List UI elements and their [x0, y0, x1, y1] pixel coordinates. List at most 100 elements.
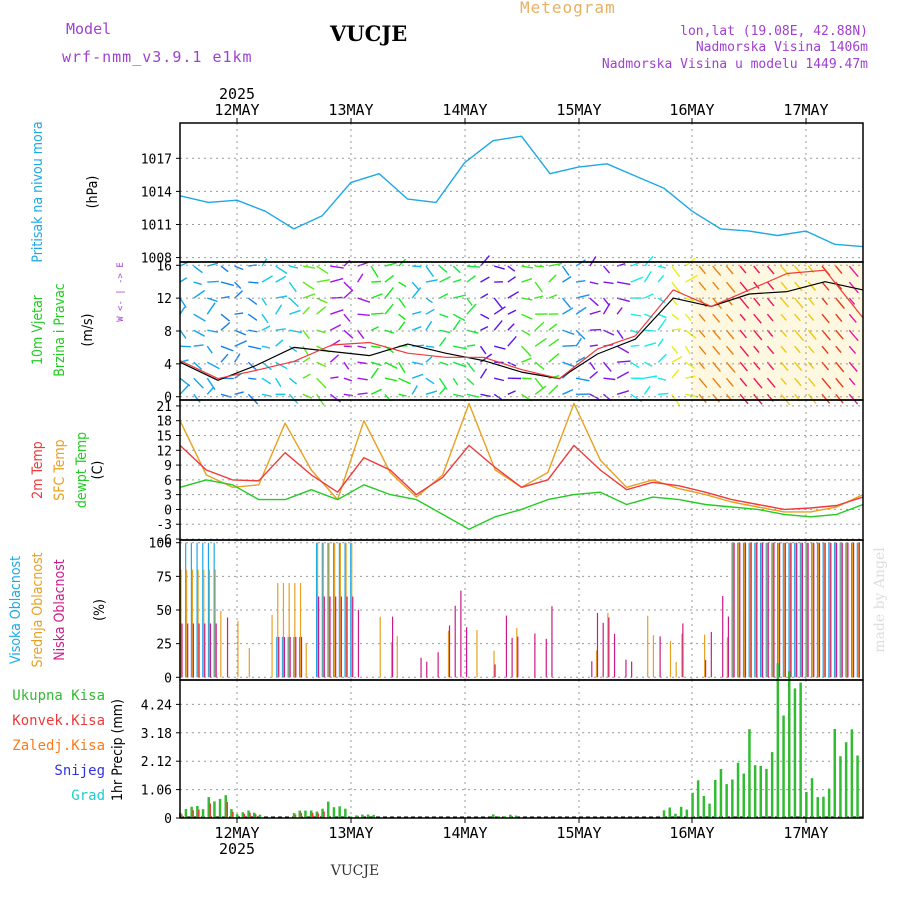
precip-bar [736, 762, 740, 818]
precip-conv-bar [181, 814, 183, 818]
wind-arrow [398, 393, 407, 397]
wind-ylabel-2: Brzina i Pravac [52, 283, 68, 377]
cloud-tick-label: 25 [156, 638, 172, 653]
wind-arrow [807, 377, 816, 387]
x-bottom-day-label: 16MAY [669, 824, 714, 842]
wind-arrow [330, 277, 344, 283]
wind-arrow [411, 373, 424, 379]
cloud-low-ylabel: Niska Oblacnost [52, 559, 68, 661]
wind-arrow [698, 377, 708, 389]
wind-arrow [302, 306, 310, 315]
wind-arrow [234, 290, 244, 299]
wind-arrow [357, 273, 364, 283]
wind-arrow [616, 345, 630, 354]
precip-bar [304, 810, 307, 818]
wind-arrow [193, 265, 203, 274]
temp-unit-label: (C) [90, 461, 106, 480]
wind-arrow [302, 356, 311, 363]
precip-ylabel-group: 1hr Precip (mm) [110, 699, 126, 801]
wind-arrow [452, 319, 461, 331]
wind-arrow [739, 393, 749, 405]
wind-arrow [616, 281, 631, 286]
wind-arrow [616, 307, 623, 315]
precip-conv-bar [311, 812, 314, 818]
wind-arrow [275, 265, 288, 275]
prec-tick-label: 1.06 [141, 784, 172, 799]
wind-arrow [220, 281, 234, 287]
precip-bar [748, 729, 751, 818]
precip-bar [793, 688, 797, 818]
wind-arrow [848, 313, 857, 323]
wind-arrow [807, 313, 815, 321]
wind-arrow [343, 281, 354, 292]
precip-bar [691, 792, 694, 818]
wind-arrow [575, 294, 590, 299]
wind-arrow [439, 361, 449, 366]
temp-tick-label: 12 [156, 444, 172, 459]
wind-arrow [179, 345, 191, 348]
wind-arrow [398, 297, 406, 308]
wind-arrow [330, 309, 344, 315]
wind-arrow [425, 377, 435, 385]
wind-arrow [794, 265, 803, 276]
wind-arrow [261, 361, 272, 371]
wind-arrow [398, 377, 411, 385]
model-label: Model [66, 20, 112, 38]
wind-arrow [630, 313, 642, 317]
wind-arrow [821, 297, 829, 306]
wind-arrow [179, 377, 191, 387]
wind-arrow [302, 345, 309, 356]
wind-arrow [493, 297, 503, 309]
wind-arrow [643, 271, 652, 283]
precip-bar [805, 792, 808, 818]
x-bottom-day-label: 17MAY [783, 824, 828, 842]
wind-arrow [657, 274, 665, 283]
wind-arrow [220, 321, 231, 331]
wind-arrow [548, 274, 557, 283]
wind-arrow [438, 386, 447, 395]
wind-arrow [534, 361, 545, 370]
cloud-unit-label: (%) [92, 599, 108, 621]
wind-arrow [794, 345, 801, 354]
wind-arrow [493, 320, 503, 331]
wind-tick-label: 4 [164, 358, 172, 373]
wind-arrow [261, 275, 273, 283]
precip-bar [827, 788, 831, 818]
wind-arrow [780, 297, 790, 308]
wind-arrow [316, 306, 327, 315]
precip-bar [702, 796, 706, 818]
wind-arrow [371, 345, 381, 349]
wind-arrow [357, 313, 370, 316]
wind-arrow [739, 361, 748, 372]
x-top-day-label: 12MAY [214, 101, 259, 119]
wind-arrow [466, 265, 481, 268]
precip-bars [179, 663, 859, 818]
wind-arrow [384, 377, 397, 382]
wind-arrow [848, 345, 857, 355]
wind-arrow [247, 297, 258, 305]
wind-arrow [412, 311, 422, 315]
wind-arrow [658, 392, 669, 395]
precip-bar [344, 808, 347, 818]
wind-arrow [603, 377, 616, 381]
wind-arrow [507, 390, 516, 395]
wind-arrow [739, 329, 748, 339]
wind-arrow [848, 329, 859, 342]
wind-arrow [425, 297, 433, 304]
wind-arrow [398, 281, 407, 288]
x-top-day-label: 15MAY [556, 101, 601, 119]
wind-arrow [630, 329, 639, 334]
wind-arrow [821, 345, 829, 355]
wind-arrow [357, 392, 368, 395]
precip-bar [714, 780, 717, 818]
wind-arrow [848, 377, 856, 386]
dewpt-temp-line [179, 479, 864, 530]
wind-arrow [589, 371, 599, 379]
prec-tick-label: 2.12 [141, 755, 172, 770]
wind-arrow [275, 339, 284, 347]
wind-arrow [684, 345, 691, 355]
precip-bar [788, 671, 791, 818]
wind-arrow [384, 303, 394, 315]
wind-arrow [370, 265, 379, 278]
